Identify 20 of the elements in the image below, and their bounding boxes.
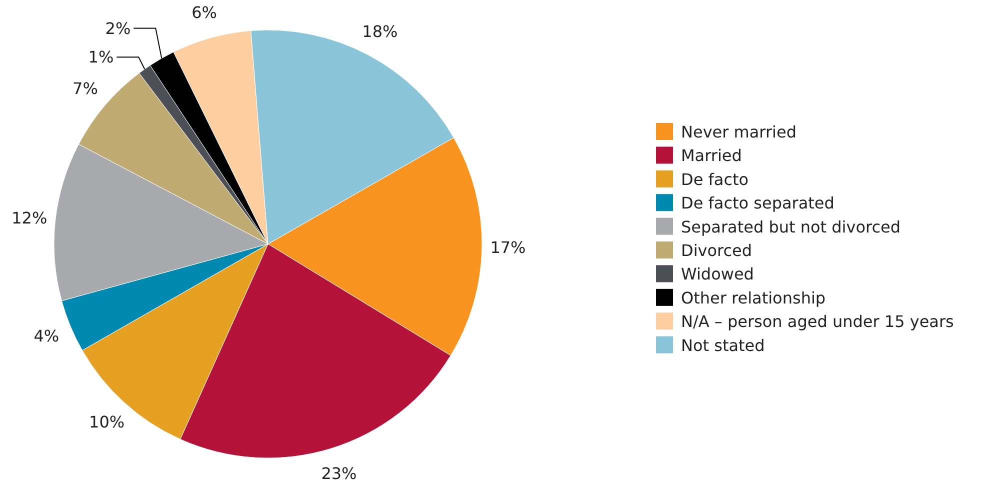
legend-label: Widowed [681,264,754,284]
data-label: 7% [72,78,98,98]
legend-label: Other relationship [681,288,826,308]
data-label: 12% [12,208,48,228]
legend-label: Married [681,146,742,166]
data-label: 6% [192,3,217,22]
legend-label: De facto [681,170,749,189]
legend-label: Separated but not divorced [681,217,901,236]
data-label: 18% [362,22,398,42]
legend-label: N/A – person aged under 15 years [681,312,954,332]
data-label: 1% [88,48,114,67]
data-label: 2% [105,18,131,38]
legend-label: De facto separated [681,194,834,213]
legend-label: Not stated [681,336,765,355]
legend-label: Never married [681,122,796,142]
data-label: 17% [490,238,526,257]
data-label: 4% [34,326,60,346]
data-label: 10% [89,412,125,432]
data-label: 23% [321,464,357,483]
legend-label: Divorced [681,241,752,260]
